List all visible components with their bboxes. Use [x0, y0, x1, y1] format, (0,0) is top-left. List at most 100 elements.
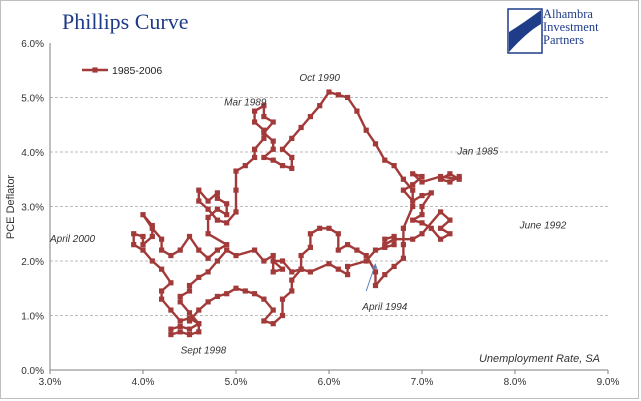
- data-point: [233, 285, 239, 291]
- data-point: [289, 154, 295, 161]
- data-point: [410, 203, 416, 210]
- data-point: [382, 272, 388, 278]
- data-point: [372, 269, 379, 275]
- data-point: [177, 247, 183, 253]
- data-point: [196, 274, 202, 280]
- data-point: [177, 299, 183, 305]
- data-point: [214, 195, 220, 201]
- data-point: [279, 146, 286, 152]
- data-point: [214, 293, 220, 300]
- data-point: [363, 258, 369, 264]
- data-point: [159, 247, 165, 253]
- data-point: [149, 258, 155, 264]
- x-tick-label: 3.0%: [39, 377, 62, 388]
- data-point: [326, 225, 332, 231]
- annotation-label: June 1992: [519, 220, 567, 231]
- axes: [49, 43, 609, 374]
- chart-title: Phillips Curve: [62, 9, 189, 34]
- data-point: [391, 233, 397, 240]
- data-point: [224, 201, 230, 207]
- data-point: [400, 176, 406, 182]
- legend: 1985-2006: [82, 65, 162, 77]
- data-point: [391, 163, 397, 169]
- data-point: [307, 269, 313, 275]
- logo-line-2: Investment: [543, 20, 599, 34]
- data-point: [177, 323, 183, 329]
- data-point: [140, 212, 146, 218]
- data-point: [224, 212, 230, 218]
- data-point: [159, 236, 165, 242]
- data-point: [317, 225, 323, 231]
- data-point: [159, 288, 165, 294]
- data-point: [326, 89, 332, 95]
- data-point: [186, 233, 193, 240]
- annotation-label: Oct 1990: [299, 73, 340, 84]
- data-point: [168, 307, 174, 313]
- data-point: [205, 269, 211, 275]
- data-point: [196, 187, 202, 193]
- annotations: Oct 1990 Mar 1989 Jan 1985 April 2000 June 1…: [49, 73, 567, 356]
- data-point: [419, 212, 425, 218]
- data-point: [140, 247, 146, 253]
- data-point: [298, 252, 304, 259]
- data-point: [345, 242, 351, 248]
- data-point: [447, 231, 453, 237]
- logo-line-1: Alhambra: [543, 7, 593, 21]
- data-point: [345, 272, 351, 278]
- data-point: [410, 236, 416, 242]
- data-point: [261, 296, 267, 302]
- data-point: [196, 198, 202, 204]
- data-point: [252, 119, 258, 125]
- data-point: [335, 266, 341, 272]
- data-point: [419, 220, 425, 226]
- data-point: [224, 242, 230, 248]
- data-point: [196, 307, 202, 313]
- data-point: [224, 220, 230, 226]
- data-point: [410, 217, 416, 223]
- data-point: [354, 108, 360, 114]
- data-point: [391, 236, 397, 242]
- legend-swatch-marker: [92, 67, 98, 73]
- data-point: [400, 242, 406, 248]
- data-point: [307, 231, 313, 237]
- data-point: [270, 138, 276, 144]
- data-point: [186, 326, 193, 332]
- data-point: [419, 193, 425, 199]
- data-point: [345, 94, 351, 101]
- data-point: [307, 244, 313, 250]
- data-point: [252, 247, 258, 253]
- data-point: [279, 312, 286, 319]
- data-point: [410, 187, 416, 193]
- data-point: [279, 296, 286, 302]
- y-tick-label: 4.0%: [21, 148, 44, 159]
- annotation-label: Mar 1989: [224, 98, 267, 109]
- x-axis-label: Unemployment Rate, SA: [479, 353, 600, 365]
- y-tick-label: 0.0%: [21, 366, 44, 377]
- data-point: [270, 146, 276, 152]
- data-point: [391, 242, 397, 248]
- data-point: [261, 103, 267, 109]
- data-point: [252, 108, 258, 114]
- data-point: [410, 198, 416, 204]
- data-point: [419, 173, 425, 180]
- data-point: [298, 124, 304, 131]
- data-point: [298, 266, 304, 272]
- data-point: [177, 293, 183, 300]
- data-point: [261, 127, 267, 133]
- legend-label: 1985-2006: [112, 65, 162, 77]
- gridlines: [50, 97, 608, 316]
- data-point: [372, 282, 379, 289]
- data-point: [363, 127, 369, 133]
- data-point: [400, 225, 406, 231]
- data-point: [456, 173, 462, 180]
- data-point: [205, 214, 211, 220]
- data-point: [382, 157, 388, 163]
- data-point: [186, 288, 193, 294]
- tick-labels: 0.0% 1.0% 2.0% 3.0% 4.0% 5.0% 6.0% 3.0% 4.0% 5.0%…: [21, 39, 619, 388]
- data-point: [242, 288, 248, 294]
- data-point: [252, 146, 258, 152]
- data-point: [233, 252, 239, 259]
- data-point: [214, 206, 220, 212]
- x-tick-label: 4.0%: [132, 377, 155, 388]
